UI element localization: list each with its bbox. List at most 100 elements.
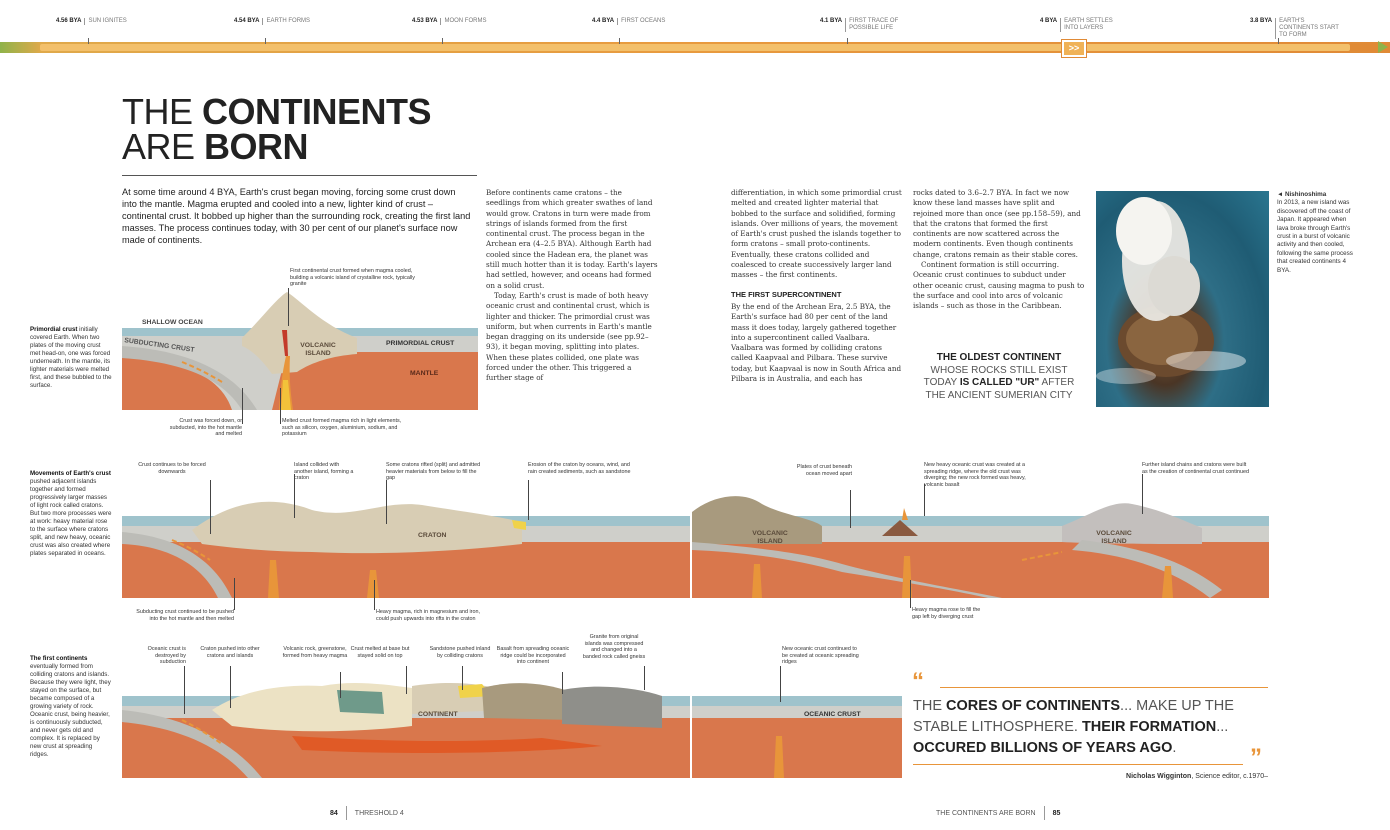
timeline-tick xyxy=(265,38,266,44)
annotation: Melted crust formed magma rich in light … xyxy=(282,418,402,438)
annotation: Crust melted at base but stayed solid on… xyxy=(350,646,410,659)
leader-line xyxy=(910,580,911,608)
annotation: Heavy magma, rich in magnesium and iron,… xyxy=(376,609,480,622)
annotation: Island collided with another island, for… xyxy=(294,462,354,482)
timeline-bar-inner xyxy=(40,44,1350,51)
quote-close-icon: ” xyxy=(1250,744,1262,771)
leader-line xyxy=(462,666,463,690)
annotation: Some cratons rifted (split) and admitted… xyxy=(386,462,481,482)
footer-divider xyxy=(1043,806,1045,820)
label-craton: CRATON xyxy=(418,532,447,539)
annotation: Further island chains and cratons were b… xyxy=(1142,462,1249,475)
timeline-item[interactable]: 4.53 BYA MOON FORMS xyxy=(412,18,502,25)
diagram-first-continents: CONTINENT OCEANIC CRUST Oceanic crust is… xyxy=(122,634,902,782)
annotation: Granite from original islands was compre… xyxy=(582,634,646,660)
diagram-cratons: CRATON VOLCANIC ISLAND VOLCANIC ISLAND C… xyxy=(122,460,1269,635)
leader-line xyxy=(386,480,387,524)
leader-line xyxy=(230,666,231,708)
footer-right: THE CONTINENTS ARE BORN 85 xyxy=(936,806,1060,820)
timeline-tick xyxy=(847,38,848,44)
photo-caption-text: In 2013, a new island was discovered off… xyxy=(1277,199,1353,274)
annotation: New oceanic crust continued to be create… xyxy=(782,646,859,666)
label-volcanic-island: VOLCANIC ISLAND xyxy=(1096,530,1132,545)
annotation: Erosion of the craton by oceans, wind, a… xyxy=(528,462,631,475)
page-number: 84 xyxy=(330,809,338,817)
label-primordial-crust: PRIMORDIAL CRUST xyxy=(386,340,455,347)
leader-line xyxy=(288,288,289,326)
timeline-item[interactable]: 4.54 BYA EARTH FORMS xyxy=(234,18,324,25)
quote-rule-bottom xyxy=(913,764,1243,765)
footer-section: THRESHOLD 4 xyxy=(354,809,404,817)
annotation: New heavy oceanic crust was created at a… xyxy=(924,462,1026,488)
leader-line xyxy=(406,666,407,694)
annotation: Plates of crust beneath ocean moved apar… xyxy=(796,464,852,477)
title-rule xyxy=(122,175,477,176)
footer-divider xyxy=(345,806,347,820)
leader-line xyxy=(850,490,851,528)
timeline-tick xyxy=(442,38,443,44)
quote-open-icon: “ xyxy=(912,668,924,695)
body-paragraph: differentiation, in which some primordia… xyxy=(731,188,902,280)
annotation: Heavy magma rose to fill the gap left by… xyxy=(912,607,981,620)
leader-line xyxy=(528,480,529,520)
diagram-continents-svg xyxy=(122,680,902,782)
intro-paragraph: At some time around 4 BYA, Earth's crust… xyxy=(122,187,471,246)
body-column-3: rocks dated to 3.6–2.7 BYA. In fact we n… xyxy=(913,188,1085,312)
side-note: The first continents eventually formed f… xyxy=(30,655,111,758)
annotation: Basalt from spreading oceanic ridge coul… xyxy=(496,646,570,666)
quote-rule-top xyxy=(940,687,1268,688)
callout-box: THE OLDEST CONTINENT WHOSE ROCKS STILL E… xyxy=(923,352,1075,401)
leader-line xyxy=(374,580,375,610)
timeline-current-marker[interactable]: >> xyxy=(1061,39,1087,58)
annotation: Subducting crust continued to be pushed … xyxy=(136,609,234,622)
leader-line xyxy=(242,388,243,424)
volcano-plume-icon xyxy=(1096,197,1246,384)
annotation: Crust was forced down, or subducted, int… xyxy=(169,418,242,438)
leader-line xyxy=(210,480,211,534)
quote-attribution: Nicholas Wigginton, Science editor, c.19… xyxy=(1126,773,1268,780)
photo-caption: ◄ Nishinoshima In 2013, a new island was… xyxy=(1277,191,1359,275)
label-oceanic-crust: OCEANIC CRUST xyxy=(804,711,861,718)
leader-line xyxy=(644,666,645,690)
body-column-1: Before continents came cratons – the see… xyxy=(486,188,658,384)
section-heading: THE FIRST SUPERCONTINENT xyxy=(731,289,842,299)
side-note: Movements of Earth's crust pushed adjace… xyxy=(30,470,112,557)
leader-line xyxy=(234,578,235,610)
timeline-item[interactable]: 3.8 BYA EARTH'S CONTINENTS START TO FORM xyxy=(1250,18,1345,39)
footer-left: 84 THRESHOLD 4 xyxy=(330,806,404,820)
label-volcanic-island: VOLCANIC ISLAND xyxy=(752,530,788,545)
leader-line xyxy=(184,666,185,714)
body-paragraph: By the end of the Archean Era, 2.5 BYA, … xyxy=(731,301,902,384)
side-note: Primordial crust initially covered Earth… xyxy=(30,326,112,389)
annotation: Volcanic rock, greenstone, formed from h… xyxy=(282,646,348,659)
timeline-tick xyxy=(1278,38,1279,44)
photo-caption-title: ◄ Nishinoshima xyxy=(1277,191,1327,198)
nishinoshima-photo xyxy=(1096,191,1269,407)
label-continent: CONTINENT xyxy=(418,711,458,718)
timeline-item[interactable]: 4 BYA EARTH SETTLES INTO LAYERS xyxy=(1040,18,1122,32)
timeline-item[interactable]: 4.4 BYA FIRST OCEANS xyxy=(592,18,679,25)
diagram-cratons-svg xyxy=(122,496,1269,600)
body-paragraph: Today, Earth's crust is made of both hea… xyxy=(486,290,652,383)
annotation: Craton pushed into other cratons and isl… xyxy=(200,646,260,659)
annotation: Sandstone pushed inland by colliding cra… xyxy=(429,646,491,659)
timeline-end-arrow xyxy=(1378,41,1388,53)
leader-line xyxy=(340,672,341,698)
leader-line xyxy=(562,672,563,694)
annotation: Oceanic crust is destroyed by subduction xyxy=(147,646,186,666)
pull-quote: THE CORES OF CONTINENTS... MAKE UP THE S… xyxy=(913,698,1234,756)
leader-line xyxy=(294,474,295,518)
footer-section: THE CONTINENTS ARE BORN xyxy=(936,809,1036,817)
body-paragraph: Continent formation is still occurring. … xyxy=(913,260,1085,311)
annotation: Crust continues to be forced downwards xyxy=(138,462,206,475)
body-column-2: differentiation, in which some primordia… xyxy=(731,188,903,384)
page-title: THE CONTINENTS ARE BORN xyxy=(122,91,432,167)
leader-line xyxy=(280,388,281,424)
diagram-primordial-crust: SHALLOW OCEAN SUBDUCTING CRUST VOLCANIC … xyxy=(122,268,478,440)
annotation: First continental crust formed when magm… xyxy=(290,268,415,288)
page-number: 85 xyxy=(1052,809,1061,817)
leader-line xyxy=(1142,474,1143,514)
label-shallow-ocean: SHALLOW OCEAN xyxy=(142,319,203,326)
timeline-item[interactable]: 4.56 BYA SUN IGNITES xyxy=(56,18,146,25)
timeline-item[interactable]: 4.1 BYA FIRST TRACE OF POSSIBLE LIFE xyxy=(820,18,907,32)
